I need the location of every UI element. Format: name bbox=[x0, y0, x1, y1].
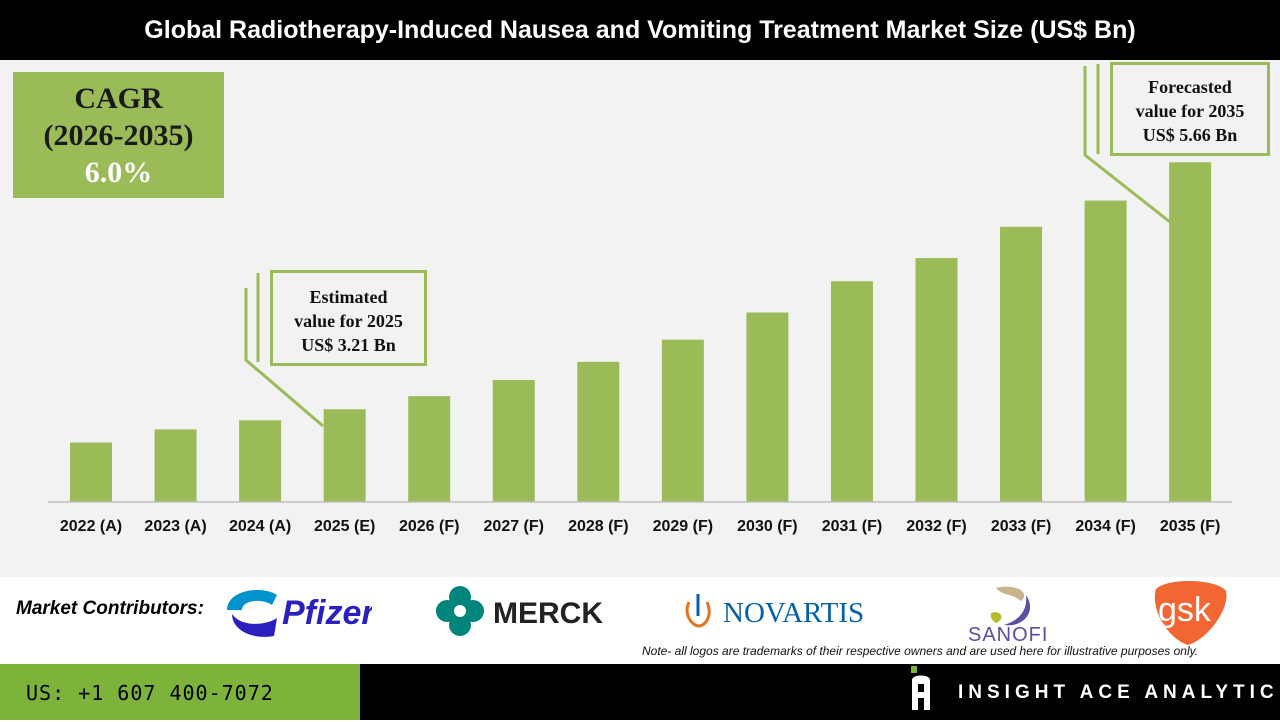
x-tick-label: 2035 (F) bbox=[1160, 518, 1220, 535]
bar-2030 bbox=[746, 312, 789, 502]
bar-2028 bbox=[577, 361, 620, 502]
contributors-label: Market Contributors: bbox=[16, 598, 204, 619]
callout-line: value for 2035 bbox=[1135, 101, 1245, 121]
x-tick-label: 2028 (F) bbox=[568, 518, 628, 535]
x-tick-label: 2026 (F) bbox=[399, 518, 459, 535]
sanofi-logo: SANOFI bbox=[966, 583, 1076, 650]
svg-text:gsk: gsk bbox=[1158, 591, 1212, 629]
pfizer-logo: Pfizer bbox=[222, 580, 376, 647]
x-tick-label: 2025 (E) bbox=[314, 518, 375, 535]
x-tick-label: 2031 (F) bbox=[822, 518, 882, 535]
svg-text:Pfizer: Pfizer bbox=[282, 594, 372, 632]
x-tick-label: 2027 (F) bbox=[484, 518, 544, 535]
trademark-note: Note- all logos are trademarks of their … bbox=[642, 644, 1199, 658]
x-tick-label: 2030 (F) bbox=[737, 518, 797, 535]
bar-2023 bbox=[154, 429, 197, 502]
svg-text:NOVARTIS: NOVARTIS bbox=[723, 597, 864, 629]
x-tick-label: 2024 (A) bbox=[229, 518, 291, 535]
svg-text:SANOFI: SANOFI bbox=[968, 624, 1048, 645]
cagr-value: 6.0% bbox=[84, 156, 153, 189]
callout-line: US$ 5.66 Bn bbox=[1142, 125, 1238, 145]
merck-logo: MERCK bbox=[435, 585, 610, 642]
estimated-callout: Estimated value for 2025 US$ 3.21 Bn bbox=[270, 270, 427, 366]
bar-2033 bbox=[1000, 226, 1043, 502]
callout-leader-2035 bbox=[1083, 66, 1171, 224]
callout-line: Forecasted bbox=[1148, 77, 1232, 97]
bar-2022 bbox=[70, 442, 112, 502]
callout-line: Estimated bbox=[309, 287, 388, 307]
x-tick-label: 2033 (F) bbox=[991, 518, 1051, 535]
bar-chart: 2022 (A) 2023 (A) 2024 (A) 2025 (E) 2026 (F)… bbox=[48, 64, 1232, 535]
bar-2031 bbox=[830, 281, 873, 502]
callout-line: value for 2025 bbox=[294, 311, 403, 331]
insight-ace-logo-icon bbox=[911, 666, 930, 710]
brand-name: INSIGHT ACE ANALYTIC bbox=[958, 682, 1279, 703]
bar-2027 bbox=[492, 380, 535, 502]
svg-text:MERCK: MERCK bbox=[493, 597, 603, 630]
bar-2025 bbox=[323, 409, 366, 502]
bar-2032 bbox=[915, 258, 958, 502]
novartis-logo: NOVARTIS bbox=[683, 590, 893, 635]
bar-2034 bbox=[1084, 200, 1127, 502]
bar-2026 bbox=[408, 396, 451, 502]
bar-2029 bbox=[661, 339, 704, 502]
cagr-label: CAGR bbox=[74, 82, 163, 115]
footer-bar bbox=[360, 664, 1280, 720]
callout-line: US$ 3.21 Bn bbox=[301, 335, 396, 355]
bar-2024 bbox=[239, 420, 282, 502]
cagr-period: (2026-2035) bbox=[43, 119, 194, 152]
bar-2035 bbox=[1169, 162, 1212, 502]
phone-number[interactable]: US: +1 607 400-7072 bbox=[0, 664, 360, 720]
callout-leader-2025 bbox=[244, 288, 324, 428]
x-tick-label: 2029 (F) bbox=[653, 518, 713, 535]
cagr-box: CAGR (2026-2035) 6.0% bbox=[13, 72, 224, 198]
x-tick-label: 2022 (A) bbox=[60, 518, 122, 535]
x-tick-label: 2023 (A) bbox=[144, 518, 206, 535]
forecast-callout: Forecasted value for 2035 US$ 5.66 Bn bbox=[1110, 62, 1270, 156]
gsk-logo: gsk bbox=[1148, 579, 1230, 652]
x-tick-label: 2034 (F) bbox=[1075, 518, 1135, 535]
chart-title: Global Radiotherapy-Induced Nausea and V… bbox=[0, 0, 1280, 60]
x-tick-label: 2032 (F) bbox=[906, 518, 966, 535]
